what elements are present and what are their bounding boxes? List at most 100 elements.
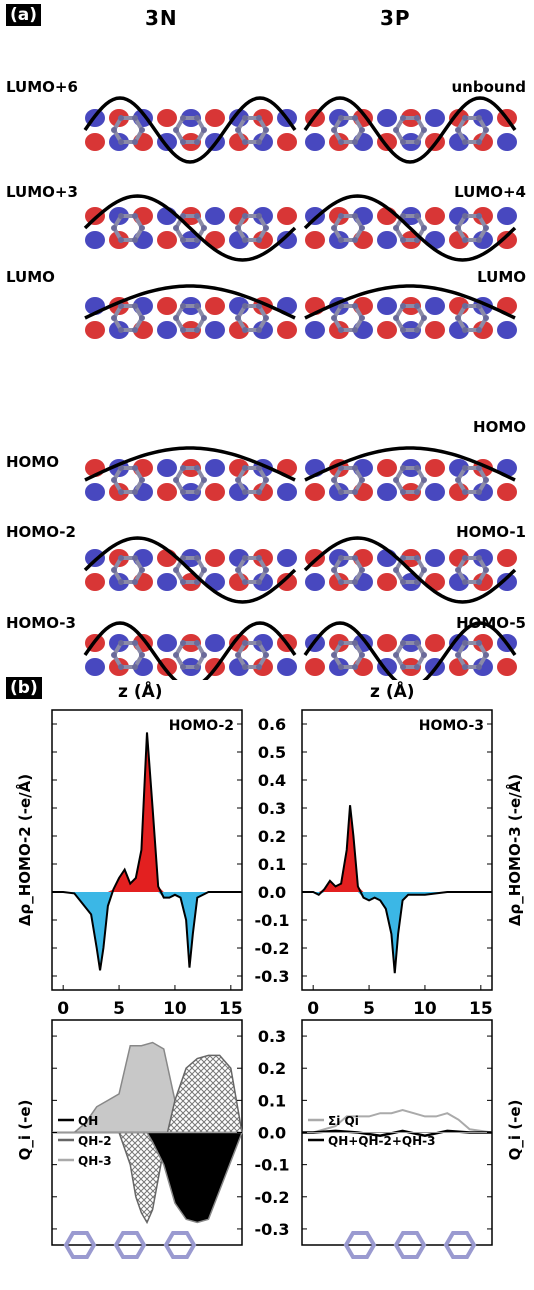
- plot-panel: 0 5 10 15 HOMO-2: [51, 709, 243, 1019]
- benzene-ring: [391, 638, 429, 672]
- benzene-ring: [391, 463, 429, 497]
- charge-line: [302, 1108, 493, 1134]
- orbital-lobe: [425, 459, 445, 477]
- orbital-lobe: [277, 573, 297, 591]
- orbital-lobe: [85, 573, 105, 591]
- thumbnail-ring: [163, 1231, 197, 1259]
- orbital-lobe: [377, 109, 397, 127]
- orbital-lobe: [377, 573, 397, 591]
- y-tick-label: -0.1: [255, 911, 290, 930]
- orbital-lobe: [425, 549, 445, 567]
- orbital-lobe: [473, 109, 493, 127]
- label-3p-lumo: LUMO: [477, 268, 526, 286]
- orbital-lobe: [305, 231, 325, 249]
- y-axis-title-left: Δρ_HOMO-2 (-e/Å): [15, 774, 34, 926]
- column-title-3p: 3P: [380, 6, 411, 30]
- envelope-curve: [84, 284, 296, 320]
- orbital-lobe: [85, 658, 105, 676]
- orbital-lobe: [157, 231, 177, 249]
- orbital-lobe: [85, 231, 105, 249]
- orbital-lobe: [253, 133, 273, 151]
- envelope-curve: [304, 284, 516, 320]
- envelope-curve: [303, 96, 517, 164]
- thumbnail-ring: [113, 1231, 147, 1259]
- orbital-lobe: [473, 634, 493, 652]
- orbital-lobe: [425, 297, 445, 315]
- orbital-lobe: [497, 573, 517, 591]
- orbital-lobe: [377, 459, 397, 477]
- orbital-lobe: [253, 483, 273, 501]
- plot-panel: 0 5 10 15 HOMO-3: [301, 709, 493, 1019]
- top-right-xaxis-title: z (Å): [370, 682, 415, 702]
- orbital-lobe: [497, 133, 517, 151]
- benzene-ring: [171, 638, 209, 672]
- x-tick-label: 15: [219, 999, 243, 1019]
- envelope-curve: [304, 446, 516, 482]
- orbital-lobe: [473, 658, 493, 676]
- benzene-ring: [171, 463, 209, 497]
- orbital-lobe: [277, 133, 297, 151]
- thumbnail-ring: [443, 1231, 477, 1259]
- panel-b-charts: 0 5 10 15 HOMO-2 0 5 10 15 HOMO-3 0.6 0.5 0.4 0.3 0.2 0…: [15, 709, 524, 1246]
- envelope-curve: [83, 621, 297, 680]
- envelope-curve: [83, 96, 297, 164]
- orbital-lobe: [473, 549, 493, 567]
- legend-entry: QH-2: [78, 1134, 112, 1148]
- plot-title: HOMO-2: [169, 718, 234, 734]
- orbital-lobe: [377, 231, 397, 249]
- orbital-lobe: [305, 658, 325, 676]
- orbital-lobe: [377, 297, 397, 315]
- orbital-lobe: [497, 483, 517, 501]
- orbital-lobe: [277, 231, 297, 249]
- orbital-lobe: [377, 483, 397, 501]
- orbital-lobe: [85, 549, 105, 567]
- benzene-ring: [171, 113, 209, 147]
- orbital-lobe: [205, 483, 225, 501]
- orbital-lobe: [157, 483, 177, 501]
- orbital-lobe: [277, 321, 297, 339]
- orbital-lobe: [305, 483, 325, 501]
- orbital-lobe: [305, 321, 325, 339]
- panel-b-tag: (b): [6, 677, 42, 699]
- legend-entry: QH-3: [78, 1154, 112, 1168]
- y-tick-label: 0.1: [258, 1091, 286, 1110]
- orbital-lobe: [277, 658, 297, 676]
- orbital-lobe: [253, 573, 273, 591]
- envelope-curve: [303, 536, 517, 604]
- orbital-lobe: [473, 207, 493, 225]
- thumbnail-ring: [63, 1231, 97, 1259]
- molecule-thumbnails: [63, 1231, 477, 1259]
- x-tick-label: 5: [113, 999, 125, 1019]
- orbital-lobe: [157, 297, 177, 315]
- orbital-lobe: [253, 549, 273, 567]
- orbital-illustrations: [83, 96, 517, 680]
- orbital-lobe: [277, 207, 297, 225]
- envelope-curve: [84, 446, 296, 482]
- top-left-xaxis-title: z (Å): [118, 682, 163, 702]
- orbital-lobe: [425, 109, 445, 127]
- orbital-lobe: [305, 573, 325, 591]
- panel-a-tag: (a): [6, 4, 42, 26]
- thumbnail-ring: [393, 1231, 427, 1259]
- orbital-lobe: [497, 658, 517, 676]
- density-line: [302, 805, 492, 974]
- envelope-curve: [303, 621, 517, 680]
- orbital-lobe: [425, 483, 445, 501]
- orbital-lobe: [377, 321, 397, 339]
- y-tick-label: 0.3: [258, 1027, 286, 1046]
- x-tick-label: 0: [307, 999, 319, 1019]
- orbital-lobe: [205, 459, 225, 477]
- label-3n-homo: HOMO: [6, 453, 59, 471]
- y-tick-label: -0.2: [255, 1188, 290, 1207]
- orbital-lobe: [473, 573, 493, 591]
- orbital-lobe: [497, 231, 517, 249]
- orbital-lobe: [253, 634, 273, 652]
- density-positive-area: [302, 805, 492, 892]
- orbital-lobe: [253, 231, 273, 249]
- orbital-lobe: [253, 207, 273, 225]
- x-tick-label: 10: [163, 999, 187, 1019]
- orbital-lobe: [205, 207, 225, 225]
- label-3n-lumo: LUMO: [6, 268, 55, 286]
- y-tick-label: 0.6: [258, 715, 286, 734]
- y-tick-label: -0.2: [255, 939, 290, 958]
